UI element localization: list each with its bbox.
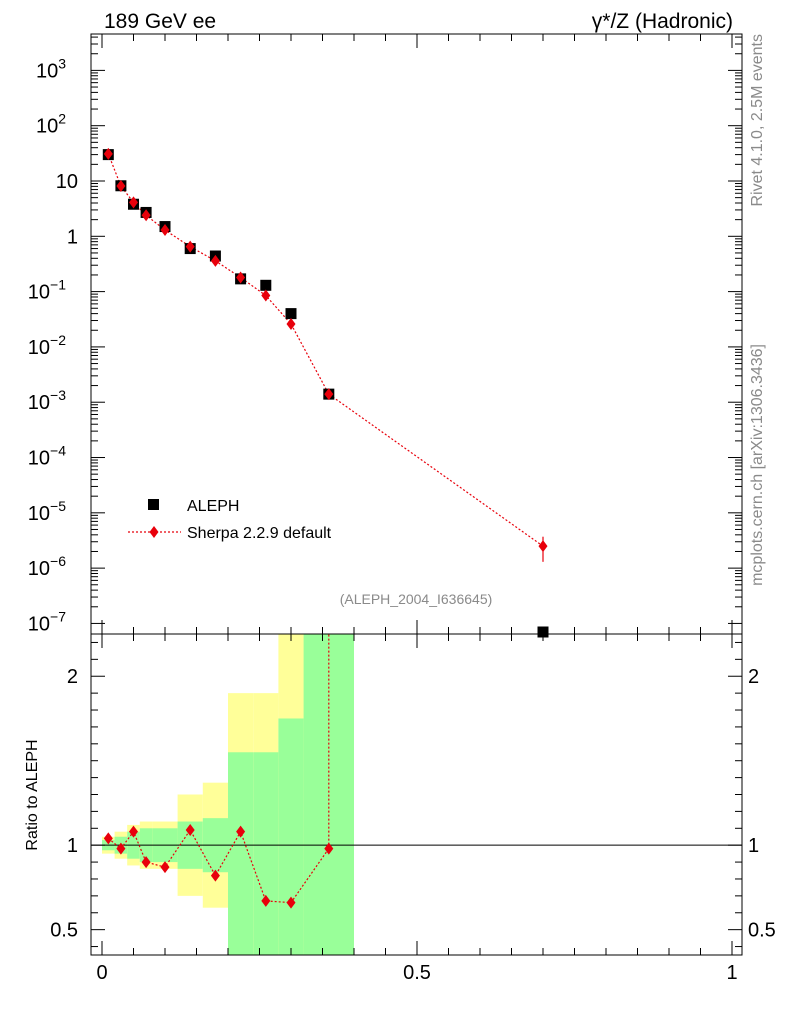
y-tick-label: 10−1: [28, 277, 66, 304]
data-point-aleph: [260, 279, 272, 291]
ratio-point-sherpa: [160, 861, 170, 874]
data-point-aleph: [537, 626, 549, 638]
x-tick-label: 0: [96, 962, 107, 984]
data-point-sherpa: [141, 209, 151, 222]
ratio-y-tick-label: 2: [67, 666, 78, 688]
ratio-point-sherpa: [286, 896, 296, 909]
y-tick-label: 103: [36, 55, 66, 82]
legend-aleph-marker: [148, 499, 159, 510]
data-point-sherpa: [185, 240, 195, 253]
title-left: 189 GeV ee: [104, 10, 216, 33]
y-tick-label: 10: [56, 171, 78, 193]
ratio-point-sherpa: [141, 856, 151, 869]
ratio-band-inner: [253, 752, 279, 955]
ratio-y-tick-label: 2: [748, 666, 759, 688]
y-tick-label: 10−2: [28, 332, 66, 359]
data-point-sherpa: [160, 223, 170, 236]
ratio-point-sherpa: [185, 823, 195, 836]
ratio-bands: [102, 634, 354, 955]
legend: ALEPH Sherpa 2.2.9 default: [128, 498, 332, 542]
mc-line: [107, 153, 544, 547]
data-point-sherpa: [538, 540, 548, 553]
ratio-point-sherpa: [261, 894, 271, 907]
y-tick-label: 102: [36, 111, 66, 138]
analysis-tag: (ALEPH_2004_I636645): [340, 591, 493, 607]
data-point-sherpa: [261, 289, 271, 302]
y-tick-label: 10−6: [28, 553, 66, 580]
data-point-aleph: [285, 308, 297, 320]
ratio-point-sherpa: [236, 825, 246, 838]
ratio-band-inner: [228, 752, 254, 955]
ratio-y-tick-label: 1: [67, 835, 78, 857]
data-point-sherpa: [286, 317, 296, 330]
ratio-point-sherpa: [210, 869, 220, 882]
ratio-y-tick-label: 0.5: [50, 920, 78, 942]
y-tick-label: 1: [67, 226, 78, 248]
ratio-y-tick-label: 1: [748, 835, 759, 857]
x-tick-label: 1: [726, 962, 737, 984]
y-tick-label: 10−3: [28, 387, 66, 414]
data-point-sherpa: [103, 147, 113, 160]
ratio-y-tick-label: 0.5: [748, 920, 776, 942]
y-tick-label: 10−5: [28, 498, 66, 525]
legend-sherpa-label: Sherpa 2.2.9 default: [187, 525, 332, 542]
data-point-sherpa: [129, 196, 138, 209]
data-point-sherpa: [236, 271, 246, 284]
legend-sherpa-marker: [149, 526, 159, 538]
ratio-point-sherpa: [103, 832, 113, 845]
legend-aleph-label: ALEPH: [187, 498, 239, 515]
data-point-sherpa: [210, 254, 220, 267]
ratio-point-sherpa: [116, 842, 126, 855]
data-point-sherpa: [324, 388, 334, 401]
ratio-point-sherpa: [324, 842, 334, 855]
main-series: [102, 147, 549, 638]
ratio-series: [103, 634, 334, 909]
x-tick-label: 0.5: [403, 962, 431, 984]
y-tick-label: 10−4: [28, 443, 66, 470]
ratio-ylabel: Ratio to ALEPH: [24, 739, 41, 850]
y-tick-label: 10−7: [28, 608, 66, 635]
ratio-band-inner: [278, 718, 304, 955]
ratio-point-sherpa: [129, 825, 138, 838]
data-point-sherpa: [116, 180, 126, 193]
side-label-top: Rivet 4.1.0, 2.5M events: [749, 34, 766, 207]
side-label-bottom: mcplots.cern.ch [arXiv:1306.3436]: [749, 344, 766, 586]
title-right: γ*/Z (Hadronic): [592, 10, 733, 33]
main-plot-frame: [90, 33, 743, 635]
ratio-band-inner: [303, 634, 354, 955]
